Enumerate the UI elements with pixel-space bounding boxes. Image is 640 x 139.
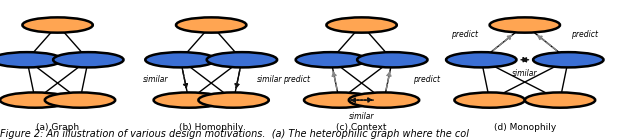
- Circle shape: [296, 52, 366, 67]
- Text: similar: similar: [349, 112, 374, 121]
- Circle shape: [304, 92, 374, 108]
- Text: (d) Monophily: (d) Monophily: [493, 123, 556, 132]
- Circle shape: [0, 52, 62, 67]
- Circle shape: [0, 92, 70, 108]
- Text: predict: predict: [413, 75, 440, 84]
- Text: similar: similar: [512, 69, 538, 78]
- Circle shape: [490, 17, 560, 33]
- Circle shape: [326, 17, 397, 33]
- Circle shape: [349, 92, 419, 108]
- Text: similar: similar: [257, 75, 282, 84]
- Circle shape: [145, 52, 216, 67]
- Circle shape: [446, 52, 516, 67]
- Text: predict: predict: [283, 75, 310, 84]
- Circle shape: [154, 92, 224, 108]
- Circle shape: [198, 92, 269, 108]
- Circle shape: [533, 52, 604, 67]
- Circle shape: [53, 52, 124, 67]
- Text: predict: predict: [451, 30, 478, 39]
- Circle shape: [45, 92, 115, 108]
- Text: (b) Homophily: (b) Homophily: [179, 123, 243, 132]
- Text: similar: similar: [143, 75, 168, 84]
- Text: (c) Context: (c) Context: [337, 123, 387, 132]
- Circle shape: [176, 17, 246, 33]
- Circle shape: [357, 52, 428, 67]
- Text: (a) Graph: (a) Graph: [36, 123, 79, 132]
- Text: predict: predict: [572, 30, 598, 39]
- Text: Figure 2: An illustration of various design motivations.  (a) The heterophilic g: Figure 2: An illustration of various des…: [0, 129, 469, 139]
- Circle shape: [525, 92, 595, 108]
- Circle shape: [207, 52, 277, 67]
- Circle shape: [454, 92, 525, 108]
- Circle shape: [22, 17, 93, 33]
